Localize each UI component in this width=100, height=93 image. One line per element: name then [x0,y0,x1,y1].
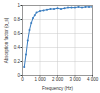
svg-text:1 000: 1 000 [34,77,46,82]
svg-text:2 000: 2 000 [52,77,64,82]
svg-text:1: 1 [17,3,20,8]
svg-text:0.4: 0.4 [14,45,21,50]
svg-text:Absorption factor (α_s): Absorption factor (α_s) [4,17,9,63]
svg-text:0: 0 [21,77,24,82]
svg-text:3 000: 3 000 [69,77,81,82]
svg-text:0.2: 0.2 [14,59,21,64]
svg-text:4 000: 4 000 [87,77,99,82]
svg-text:0: 0 [17,73,20,78]
svg-text:Frequency (Hz): Frequency (Hz) [42,86,74,91]
svg-text:0.6: 0.6 [14,31,21,36]
svg-text:0.8: 0.8 [14,17,21,22]
